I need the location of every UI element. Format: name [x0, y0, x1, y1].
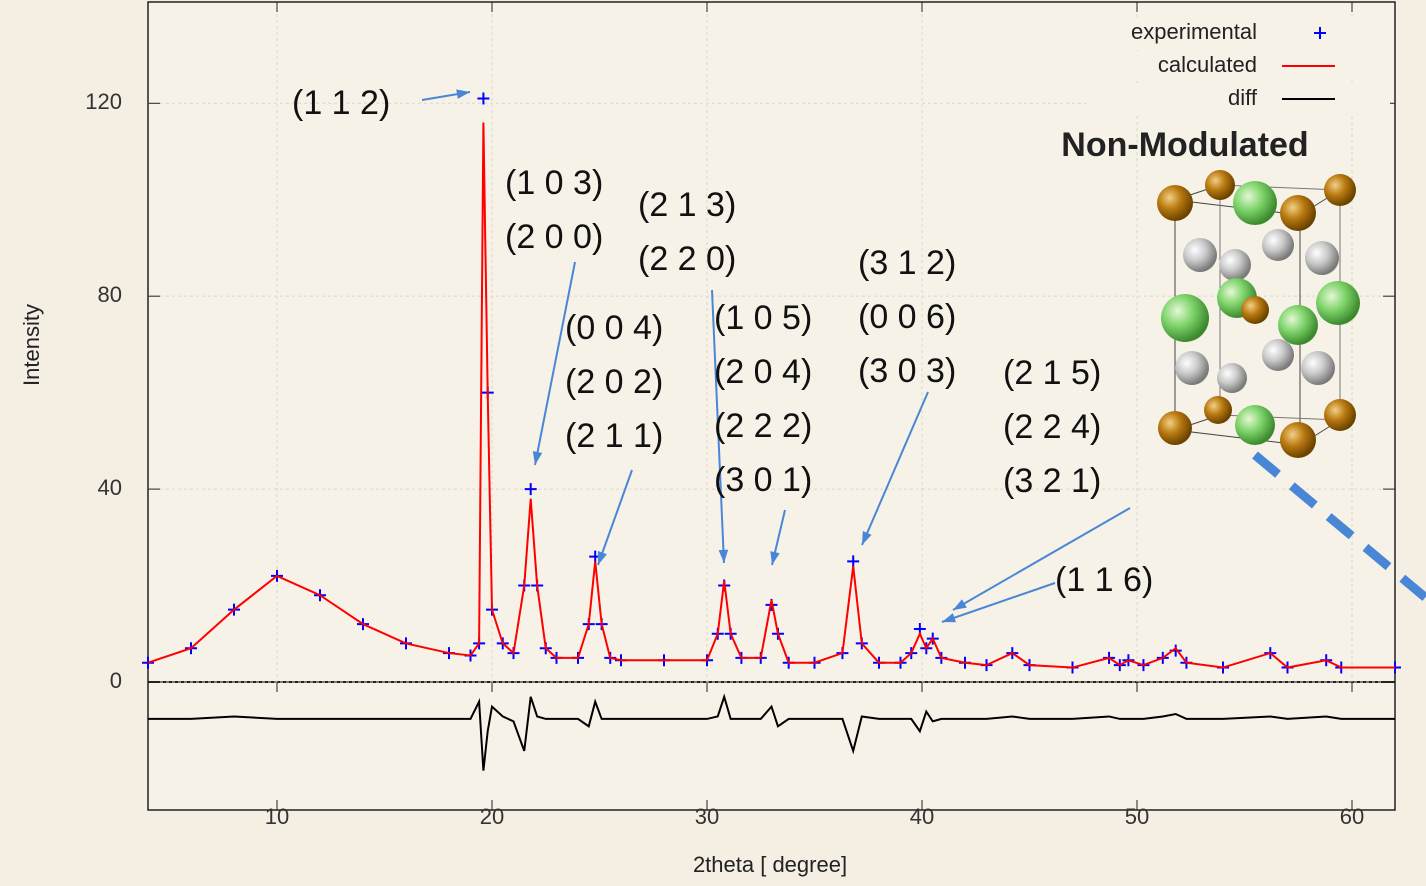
- annotation: (0 0 4): [565, 309, 663, 347]
- data-point: [524, 483, 537, 496]
- x-axis-label: 2theta [ degree]: [693, 852, 847, 877]
- legend-label: experimental: [1131, 19, 1257, 44]
- annotation: (0 0 6): [858, 298, 956, 336]
- legend-label: calculated: [1158, 52, 1257, 77]
- annotation: (1 1 6): [1055, 561, 1153, 599]
- annotation: (2 1 3): [638, 186, 736, 224]
- series-line: [147, 122, 1395, 669]
- annotation: (2 0 0): [505, 218, 603, 256]
- annotation-arrowhead: [942, 613, 956, 623]
- annotation-arrowhead: [770, 551, 780, 565]
- x-tick-label: 40: [910, 804, 934, 829]
- annotation: (2 2 2): [714, 407, 812, 445]
- y-tick-label: 40: [98, 475, 122, 500]
- x-tick-label: 60: [1340, 804, 1364, 829]
- annotation-arrowhead: [718, 549, 729, 563]
- marks: [142, 92, 1401, 771]
- legend-bg: [1090, 18, 1390, 48]
- annotation: (1 0 3): [505, 164, 603, 202]
- series-line: [148, 693, 1395, 771]
- annotation: (3 0 3): [858, 352, 956, 390]
- annotation-arrow: [711, 289, 725, 564]
- annotation-arrowhead: [456, 89, 470, 99]
- annotation: (2 0 2): [565, 363, 663, 401]
- annotation-arrowhead: [532, 451, 543, 465]
- legend-bg: [1090, 51, 1390, 81]
- data-point: [477, 92, 490, 105]
- legend-bg: [1090, 84, 1390, 114]
- annotation-arrow: [861, 391, 929, 546]
- annotation: (3 1 2): [858, 244, 956, 282]
- x-tick-label: 10: [265, 804, 289, 829]
- x-tick-label: 50: [1125, 804, 1149, 829]
- annotation-arrow: [534, 261, 576, 466]
- annotation-arrowhead: [953, 599, 967, 610]
- crystal-structure: [1157, 170, 1360, 458]
- annotation: (2 2 0): [638, 240, 736, 278]
- y-tick-label: 0: [110, 668, 122, 693]
- annotation-arrow: [952, 507, 1131, 611]
- plot-area: [147, 1, 1396, 811]
- annotation-arrow: [597, 469, 633, 566]
- data-point: [847, 555, 860, 568]
- annotation: (1 1 2): [292, 84, 390, 122]
- y-tick-label: 120: [85, 89, 122, 114]
- annotation: (2 0 4): [714, 353, 812, 391]
- annotation: (2 1 5): [1003, 354, 1101, 392]
- legend-label: diff: [1228, 85, 1258, 110]
- y-tick-label: 80: [98, 282, 122, 307]
- annotation: (1 0 5): [714, 299, 812, 337]
- annotation: (2 1 1): [565, 417, 663, 455]
- inset-label: Non-Modulated: [1061, 126, 1308, 164]
- inset-pointer: [1252, 451, 1426, 602]
- annotation: (3 2 1): [1003, 462, 1101, 500]
- annotation-arrow: [941, 582, 1056, 623]
- annotation-arrowhead: [862, 531, 872, 545]
- legend-symbol: [1314, 27, 1326, 39]
- y-axis-label: Intensity: [19, 304, 44, 386]
- x-tick-label: 30: [695, 804, 719, 829]
- x-tick-label: 20: [480, 804, 504, 829]
- annotation: (2 2 4): [1003, 408, 1101, 446]
- annotation: (3 0 1): [714, 461, 812, 499]
- annotation-arrowhead: [597, 551, 607, 565]
